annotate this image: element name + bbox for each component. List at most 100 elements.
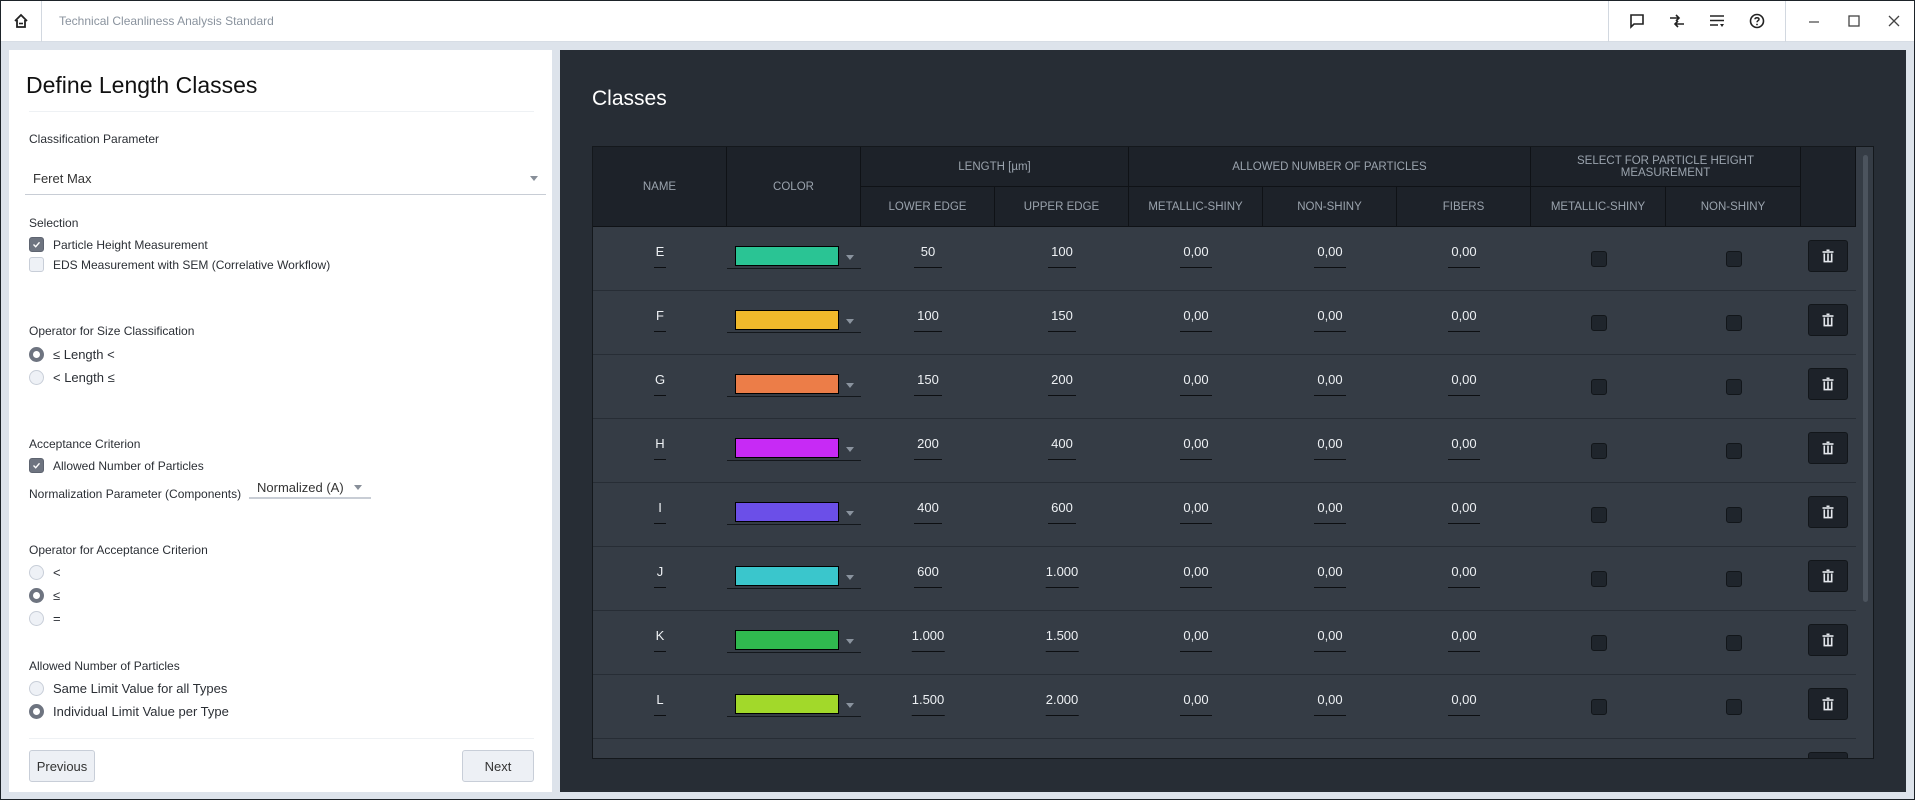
non-shiny-input[interactable]: 0,00: [1314, 244, 1346, 268]
delete-row-button[interactable]: [1808, 368, 1848, 400]
non-shiny-input[interactable]: 0,00: [1314, 564, 1346, 588]
filter-list-button[interactable]: [1697, 1, 1737, 42]
height-metallic-checkbox[interactable]: [1590, 571, 1607, 587]
metallic-shiny-input[interactable]: 0,00: [1180, 628, 1212, 652]
checkbox-unchecked[interactable]: [29, 257, 44, 272]
transfer-button[interactable]: [1657, 1, 1697, 42]
name-input[interactable]: I: [654, 500, 666, 524]
non-shiny-input[interactable]: 0,00: [1314, 372, 1346, 396]
normalization-parameter-select[interactable]: Normalized (A): [249, 477, 371, 499]
radio-unselected[interactable]: [29, 611, 44, 626]
close-button[interactable]: [1874, 1, 1914, 42]
particle-height-checkbox[interactable]: Particle Height Measurement: [29, 237, 208, 252]
height-metallic-checkbox[interactable]: [1590, 507, 1607, 523]
color-picker[interactable]: [727, 563, 861, 589]
allowed-number-checkbox[interactable]: Allowed Number of Particles: [29, 458, 204, 473]
maximize-button[interactable]: [1834, 1, 1874, 42]
vertical-scrollbar[interactable]: [1863, 155, 1868, 602]
upper-edge-input[interactable]: 1.000: [1045, 564, 1079, 588]
name-input[interactable]: H: [654, 436, 666, 460]
height-non-shiny-checkbox[interactable]: [1725, 571, 1742, 587]
height-metallic-checkbox[interactable]: [1590, 443, 1607, 459]
metallic-shiny-input[interactable]: 0,00: [1180, 692, 1212, 716]
color-picker[interactable]: [727, 371, 861, 397]
delete-row-button[interactable]: [1808, 688, 1848, 720]
minimize-button[interactable]: [1794, 1, 1834, 42]
height-metallic-checkbox[interactable]: [1590, 315, 1607, 331]
upper-edge-input[interactable]: 100: [1048, 244, 1076, 268]
lower-edge-input[interactable]: 50: [914, 244, 942, 268]
home-button[interactable]: [1, 0, 42, 42]
metallic-shiny-input[interactable]: 0,00: [1180, 372, 1212, 396]
radio-unselected[interactable]: [29, 565, 44, 580]
radio-unselected[interactable]: [29, 370, 44, 385]
height-metallic-checkbox[interactable]: [1590, 379, 1607, 395]
color-picker[interactable]: [727, 499, 861, 525]
same-limit-radio[interactable]: Same Limit Value for all Types: [29, 681, 227, 696]
fibers-input[interactable]: 0,00: [1448, 436, 1480, 460]
upper-edge-input[interactable]: 600: [1048, 500, 1076, 524]
fibers-input[interactable]: 0,00: [1448, 564, 1480, 588]
upper-edge-input[interactable]: 150: [1048, 308, 1076, 332]
next-button[interactable]: Next: [462, 750, 534, 782]
height-metallic-checkbox[interactable]: [1590, 699, 1607, 715]
height-non-shiny-checkbox[interactable]: [1725, 315, 1742, 331]
fibers-input[interactable]: 0,00: [1448, 628, 1480, 652]
height-metallic-checkbox[interactable]: [1590, 251, 1607, 267]
color-picker[interactable]: [727, 691, 861, 717]
upper-edge-input[interactable]: 2.000: [1045, 692, 1079, 716]
delete-row-button[interactable]: [1808, 432, 1848, 464]
upper-edge-input[interactable]: 1.500: [1045, 628, 1079, 652]
fibers-input[interactable]: 0,00: [1448, 372, 1480, 396]
radio-selected[interactable]: [29, 588, 44, 603]
delete-row-button[interactable]: [1808, 752, 1848, 758]
upper-edge-input[interactable]: 400: [1048, 436, 1076, 460]
delete-row-button[interactable]: [1808, 304, 1848, 336]
eds-measurement-checkbox[interactable]: EDS Measurement with SEM (Correlative Wo…: [29, 257, 330, 272]
name-input[interactable]: J: [654, 564, 666, 588]
non-shiny-input[interactable]: 0,00: [1314, 500, 1346, 524]
individual-limit-radio[interactable]: Individual Limit Value per Type: [29, 704, 229, 719]
name-input[interactable]: G: [654, 372, 666, 396]
lower-edge-input[interactable]: 150: [914, 372, 942, 396]
fibers-input[interactable]: 0,00: [1448, 692, 1480, 716]
checkbox-checked[interactable]: [29, 458, 44, 473]
help-button[interactable]: [1737, 1, 1777, 42]
delete-row-button[interactable]: [1808, 624, 1848, 656]
size-operator-option-1[interactable]: ≤ Length <: [29, 347, 115, 362]
lower-edge-input[interactable]: 600: [914, 564, 942, 588]
delete-row-button[interactable]: [1808, 240, 1848, 272]
height-non-shiny-checkbox[interactable]: [1725, 635, 1742, 651]
color-picker[interactable]: [727, 627, 861, 653]
name-input[interactable]: K: [654, 628, 666, 652]
upper-edge-input[interactable]: 200: [1048, 372, 1076, 396]
radio-selected[interactable]: [29, 704, 44, 719]
metallic-shiny-input[interactable]: 0,00: [1180, 564, 1212, 588]
name-input[interactable]: F: [654, 308, 666, 332]
previous-button[interactable]: Previous: [29, 750, 95, 782]
color-picker[interactable]: [727, 243, 861, 269]
classification-parameter-select[interactable]: Feret Max: [25, 163, 546, 195]
name-input[interactable]: E: [654, 244, 666, 268]
lower-edge-input[interactable]: 400: [914, 500, 942, 524]
lower-edge-input[interactable]: 200: [914, 436, 942, 460]
height-non-shiny-checkbox[interactable]: [1725, 251, 1742, 267]
color-picker[interactable]: [727, 307, 861, 333]
fibers-input[interactable]: 0,00: [1448, 500, 1480, 524]
size-operator-option-2[interactable]: < Length ≤: [29, 370, 115, 385]
color-picker[interactable]: [727, 435, 861, 461]
lower-edge-input[interactable]: 1.000: [911, 628, 945, 652]
delete-row-button[interactable]: [1808, 496, 1848, 528]
delete-row-button[interactable]: [1808, 560, 1848, 592]
height-non-shiny-checkbox[interactable]: [1725, 507, 1742, 523]
height-non-shiny-checkbox[interactable]: [1725, 379, 1742, 395]
acceptance-operator-eq[interactable]: =: [29, 611, 61, 626]
lower-edge-input[interactable]: 1.500: [911, 692, 945, 716]
height-metallic-checkbox[interactable]: [1590, 635, 1607, 651]
lower-edge-input[interactable]: 100: [914, 308, 942, 332]
acceptance-operator-le[interactable]: ≤: [29, 588, 60, 603]
height-non-shiny-checkbox[interactable]: [1725, 443, 1742, 459]
height-non-shiny-checkbox[interactable]: [1725, 699, 1742, 715]
fibers-input[interactable]: 0,00: [1448, 308, 1480, 332]
fibers-input[interactable]: 0,00: [1448, 244, 1480, 268]
